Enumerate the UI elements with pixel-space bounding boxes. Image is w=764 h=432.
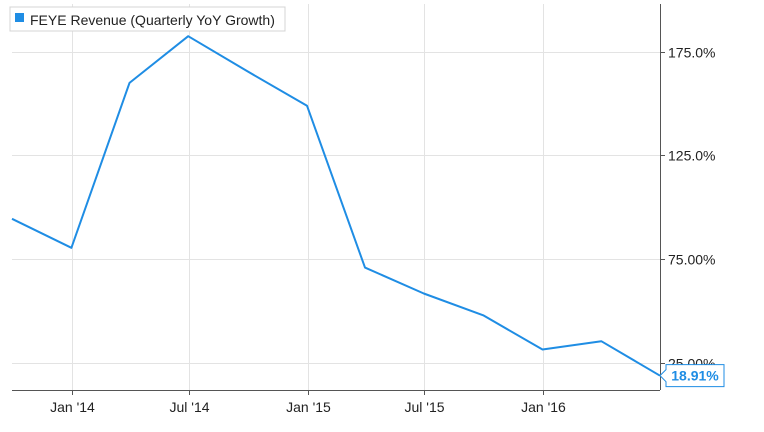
legend-label: FEYE Revenue (Quarterly YoY Growth) (30, 12, 275, 28)
axes (12, 4, 665, 395)
grid (12, 4, 660, 390)
legend: FEYE Revenue (Quarterly YoY Growth) (9, 6, 286, 32)
legend-background (9, 6, 286, 32)
legend-marker (15, 13, 24, 22)
x-tick-label: Jul '14 (169, 399, 209, 415)
series-line (11, 35, 661, 377)
x-tick-label: Jan '16 (521, 399, 566, 415)
x-tick-label: Jul '15 (404, 399, 444, 415)
x-tick-label: Jan '14 (50, 399, 95, 415)
y-tick-label: 125.0% (668, 148, 715, 164)
labels: Jan '14 Jul '14 Jan '15 Jul '15 Jan '1625.00… (50, 45, 725, 415)
y-tick-label: 175.0% (668, 45, 715, 61)
last-value-label: 18.91% (671, 368, 719, 384)
x-tick-label: Jan '15 (286, 399, 331, 415)
y-tick-label: 75.00% (668, 252, 715, 268)
last-value-callout (659, 364, 725, 388)
series-layer (11, 35, 661, 377)
